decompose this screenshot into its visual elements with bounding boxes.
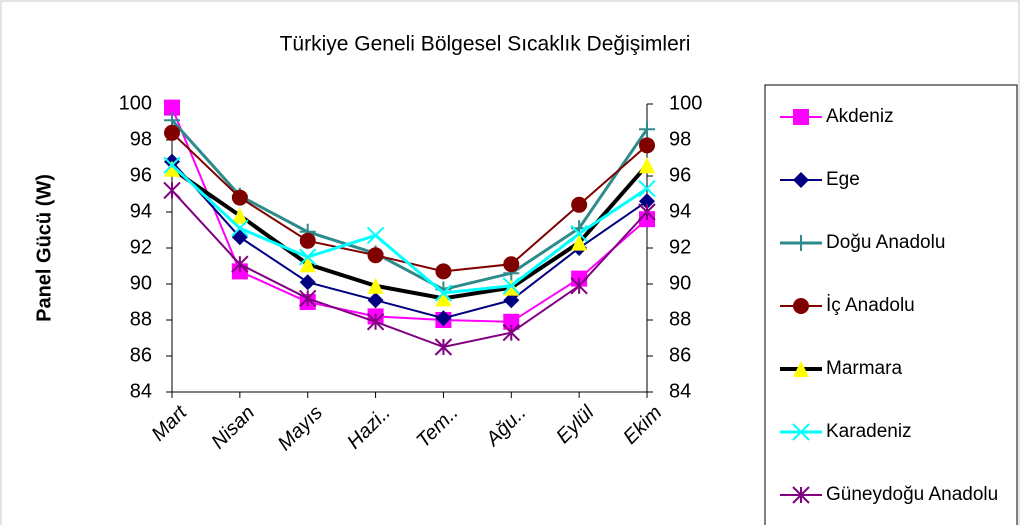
y-tick-label: 90: [130, 272, 152, 294]
legend-marker: [793, 361, 809, 377]
legend-marker: [793, 172, 809, 188]
y2-tick-label: 98: [669, 128, 691, 150]
legend-label: Akdeniz: [826, 106, 894, 127]
y-axis-label: Panel Gücü (W): [33, 174, 55, 322]
legend-label: Ege: [826, 169, 860, 190]
data-point: [231, 207, 248, 224]
data-point: [164, 160, 180, 177]
legend-label: Karadeniz: [826, 421, 912, 442]
data-point: [164, 124, 180, 141]
y-tick-label: 84: [130, 380, 152, 402]
y-tick-label: 92: [130, 236, 152, 258]
y-tick-label: 94: [130, 200, 152, 222]
legend-label: Güneydoğu Anadolu: [826, 484, 998, 505]
data-point: [638, 179, 656, 198]
y-tick-label: 98: [130, 128, 152, 150]
data-point: [164, 99, 180, 116]
data-point: [231, 255, 249, 273]
data-point: [231, 219, 249, 237]
series-line: [170, 163, 649, 301]
y2-tick-label: 100: [669, 92, 702, 114]
data-point: [571, 196, 588, 213]
data-point: [639, 157, 655, 174]
data-point: [366, 226, 385, 245]
legend-marker: [793, 109, 809, 125]
legend-label: Doğu Anadolu: [826, 232, 945, 253]
y2-tick-label: 92: [669, 236, 691, 258]
data-point: [434, 284, 453, 302]
data-point: [639, 121, 655, 138]
series-line: [171, 189, 648, 349]
data-point: [503, 256, 520, 273]
y-tick-label: 86: [130, 344, 152, 366]
data-point: [502, 277, 520, 295]
legend-marker: [793, 235, 809, 251]
data-point: [639, 137, 655, 154]
data-point: [503, 292, 520, 309]
data-point: [570, 224, 588, 243]
y2-tick-label: 94: [669, 200, 691, 222]
data-point: [435, 310, 452, 327]
legend-marker: [792, 423, 810, 441]
data-point: [299, 232, 316, 249]
data-point: [639, 193, 655, 210]
series-line: [171, 160, 648, 320]
y2-tick-label: 88: [669, 308, 691, 330]
data-point: [638, 203, 656, 221]
data-point: [435, 263, 452, 280]
y2-tick-label: 90: [669, 272, 691, 294]
data-point: [434, 338, 453, 356]
series-line: [171, 107, 648, 323]
data-point: [163, 181, 181, 200]
data-point: [435, 290, 452, 307]
legend-label: Marmara: [826, 358, 902, 379]
y-tick-label: 96: [130, 164, 152, 186]
data-point: [163, 156, 181, 174]
data-point: [367, 277, 384, 294]
data-point: [503, 313, 520, 330]
y2-tick-label: 96: [669, 164, 691, 186]
legend-marker: [793, 298, 809, 314]
data-point: [502, 323, 520, 342]
legend-label: İç Anadolu: [826, 295, 915, 316]
data-point: [503, 279, 520, 296]
data-point: [367, 247, 384, 264]
y2-tick-label: 86: [669, 344, 691, 366]
data-point: [366, 313, 385, 331]
data-point: [367, 292, 384, 309]
series-line: [170, 119, 649, 291]
series-line: [170, 164, 648, 295]
data-point: [299, 248, 317, 266]
data-point: [299, 289, 317, 308]
y-tick-label: 88: [130, 308, 152, 330]
data-point: [571, 234, 588, 251]
y2-tick-label: 84: [669, 380, 691, 402]
data-point: [299, 256, 316, 273]
legend-marker: [792, 486, 810, 504]
data-point: [570, 277, 588, 295]
y-tick-label: 100: [119, 92, 152, 114]
data-point: [231, 189, 248, 206]
data-point: [299, 274, 316, 291]
chart-title: Türkiye Geneli Bölgesel Sıcaklık Değişim…: [280, 33, 691, 56]
